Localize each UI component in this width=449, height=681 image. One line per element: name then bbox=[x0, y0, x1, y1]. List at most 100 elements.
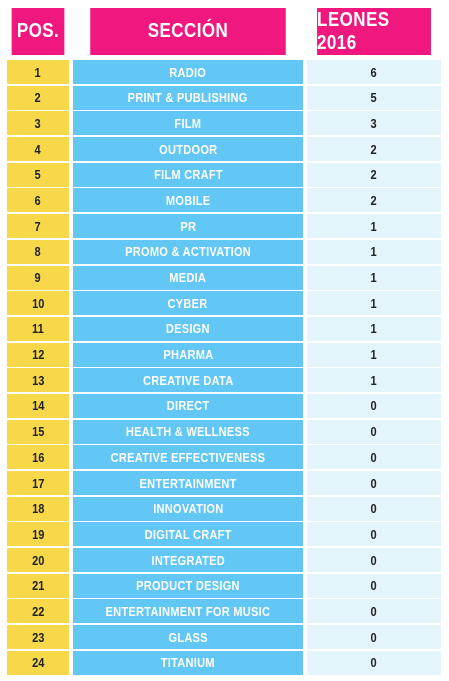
table-row: 1 RADIO 6 bbox=[7, 60, 441, 84]
lions-cell: 0 bbox=[307, 471, 441, 495]
pos-cell: 18 bbox=[7, 496, 69, 521]
lions-cell-text: 0 bbox=[370, 449, 378, 465]
table-row: 18 INNOVATION 0 bbox=[7, 496, 441, 521]
section-cell: CREATIVE DATA bbox=[73, 368, 303, 393]
section-cell: CYBER bbox=[73, 291, 303, 316]
section-cell-text: FILM bbox=[174, 115, 202, 131]
pos-cell-text: 19 bbox=[31, 526, 45, 542]
pos-cell: 7 bbox=[7, 214, 69, 239]
section-cell-text: PRINT & PUBLISHING bbox=[127, 90, 249, 106]
table-row: 11 DESIGN 1 bbox=[7, 316, 441, 341]
section-cell: HEALTH & WELLNESS bbox=[73, 419, 303, 444]
lions-cell: 6 bbox=[307, 60, 441, 84]
lions-cell-text: 1 bbox=[370, 244, 378, 260]
lions-cell: 0 bbox=[307, 599, 441, 624]
section-cell-text: INNOVATION bbox=[152, 501, 224, 517]
pos-cell-text: 17 bbox=[31, 475, 45, 491]
section-cell: MEDIA bbox=[73, 265, 303, 290]
pos-cell: 6 bbox=[7, 188, 69, 213]
table-row: 17 ENTERTAINMENT 0 bbox=[7, 471, 441, 495]
section-cell-text: FILM CRAFT bbox=[153, 167, 223, 183]
section-cell: DESIGN bbox=[73, 316, 303, 341]
pos-cell-text: 20 bbox=[31, 552, 45, 568]
lions-cell-text: 1 bbox=[370, 295, 378, 311]
lions-cell: 1 bbox=[307, 368, 441, 393]
section-cell-text: CREATIVE DATA bbox=[142, 372, 234, 388]
section-cell-text: OUTDOOR bbox=[158, 141, 218, 157]
section-cell-text: INTEGRATED bbox=[151, 552, 225, 568]
lions-cell: 2 bbox=[307, 162, 441, 187]
pos-cell: 10 bbox=[7, 291, 69, 316]
header-section: SECCIÓN bbox=[90, 8, 286, 55]
table-body: 1 RADIO 6 2 PRINT & PUBLISHING 5 3 FILM 3 4 OUTDOO… bbox=[7, 60, 441, 675]
lions-cell: 0 bbox=[307, 573, 441, 598]
lions-cell: 0 bbox=[307, 522, 441, 547]
section-cell: FILM CRAFT bbox=[73, 162, 303, 187]
pos-cell-text: 3 bbox=[34, 115, 42, 131]
pos-cell-text: 1 bbox=[34, 64, 42, 80]
lions-cell-text: 5 bbox=[370, 90, 378, 106]
pos-cell: 13 bbox=[7, 368, 69, 393]
pos-cell-text: 16 bbox=[31, 449, 45, 465]
lions-cell-text: 2 bbox=[370, 167, 378, 183]
section-cell-text: CYBER bbox=[168, 295, 208, 311]
lions-cell-text: 0 bbox=[370, 603, 378, 619]
lions-cell: 0 bbox=[307, 496, 441, 521]
lions-cell-text: 0 bbox=[370, 424, 378, 440]
section-cell: DIGITAL CRAFT bbox=[73, 522, 303, 547]
lions-cell-text: 0 bbox=[370, 526, 378, 542]
pos-cell-text: 18 bbox=[31, 501, 45, 517]
table-row: 21 PRODUCT DESIGN 0 bbox=[7, 573, 441, 598]
lions-cell-text: 1 bbox=[370, 218, 378, 234]
table-row: 9 MEDIA 1 bbox=[7, 265, 441, 290]
pos-cell: 11 bbox=[7, 316, 69, 341]
section-cell: PR bbox=[73, 214, 303, 239]
table-row: 10 CYBER 1 bbox=[7, 291, 441, 316]
table-row: 16 CREATIVE EFFECTIVENESS 0 bbox=[7, 445, 441, 470]
pos-cell: 12 bbox=[7, 342, 69, 367]
pos-cell: 2 bbox=[7, 85, 69, 110]
section-cell: OUTDOOR bbox=[73, 137, 303, 162]
section-cell-text: MOBILE bbox=[165, 192, 211, 208]
table-row: 2 PRINT & PUBLISHING 5 bbox=[7, 85, 441, 110]
table-row: 8 PROMO & ACTIVATION 1 bbox=[7, 239, 441, 264]
lions-cell: 2 bbox=[307, 137, 441, 162]
pos-cell-text: 6 bbox=[34, 192, 42, 208]
pos-cell-text: 2 bbox=[34, 90, 42, 106]
lions-cell-text: 2 bbox=[370, 192, 378, 208]
table-row: 3 FILM 3 bbox=[7, 111, 441, 136]
pos-cell: 21 bbox=[7, 573, 69, 598]
lions-cell: 3 bbox=[307, 111, 441, 136]
table-row: 23 GLASS 0 bbox=[7, 625, 441, 650]
lions-cell-text: 3 bbox=[370, 115, 378, 131]
lions-cell: 1 bbox=[307, 239, 441, 264]
lions-cell-text: 0 bbox=[370, 501, 378, 517]
section-cell: ENTERTAINMENT FOR MUSIC bbox=[73, 599, 303, 624]
pos-cell-text: 24 bbox=[31, 655, 45, 671]
section-cell-text: TITANIUM bbox=[160, 655, 215, 671]
lions-cell-text: 0 bbox=[370, 655, 378, 671]
lions-cell: 1 bbox=[307, 291, 441, 316]
section-cell-text: ENTERTAINMENT FOR MUSIC bbox=[105, 603, 271, 619]
section-cell: GLASS bbox=[73, 625, 303, 650]
pos-cell-text: 21 bbox=[31, 578, 45, 594]
lions-cell: 2 bbox=[307, 188, 441, 213]
table-row: 24 TITANIUM 0 bbox=[7, 650, 441, 675]
section-cell-text: ENTERTAINMENT bbox=[139, 475, 237, 491]
table-row: 14 DIRECT 0 bbox=[7, 393, 441, 418]
pos-cell-text: 15 bbox=[31, 424, 45, 440]
pos-cell-text: 4 bbox=[34, 141, 42, 157]
pos-cell: 22 bbox=[7, 599, 69, 624]
pos-cell: 19 bbox=[7, 522, 69, 547]
pos-cell: 16 bbox=[7, 445, 69, 470]
section-cell: CREATIVE EFFECTIVENESS bbox=[73, 445, 303, 470]
section-cell: PRODUCT DESIGN bbox=[73, 573, 303, 598]
lions-cell: 0 bbox=[307, 650, 441, 675]
pos-cell-text: 22 bbox=[31, 603, 45, 619]
lions-cell-text: 2 bbox=[370, 141, 378, 157]
section-cell: ENTERTAINMENT bbox=[73, 471, 303, 495]
lions-cell-text: 0 bbox=[370, 475, 378, 491]
section-cell-text: MEDIA bbox=[169, 270, 207, 285]
section-cell-text: PROMO & ACTIVATION bbox=[125, 244, 251, 260]
section-cell: INTEGRATED bbox=[73, 548, 303, 573]
